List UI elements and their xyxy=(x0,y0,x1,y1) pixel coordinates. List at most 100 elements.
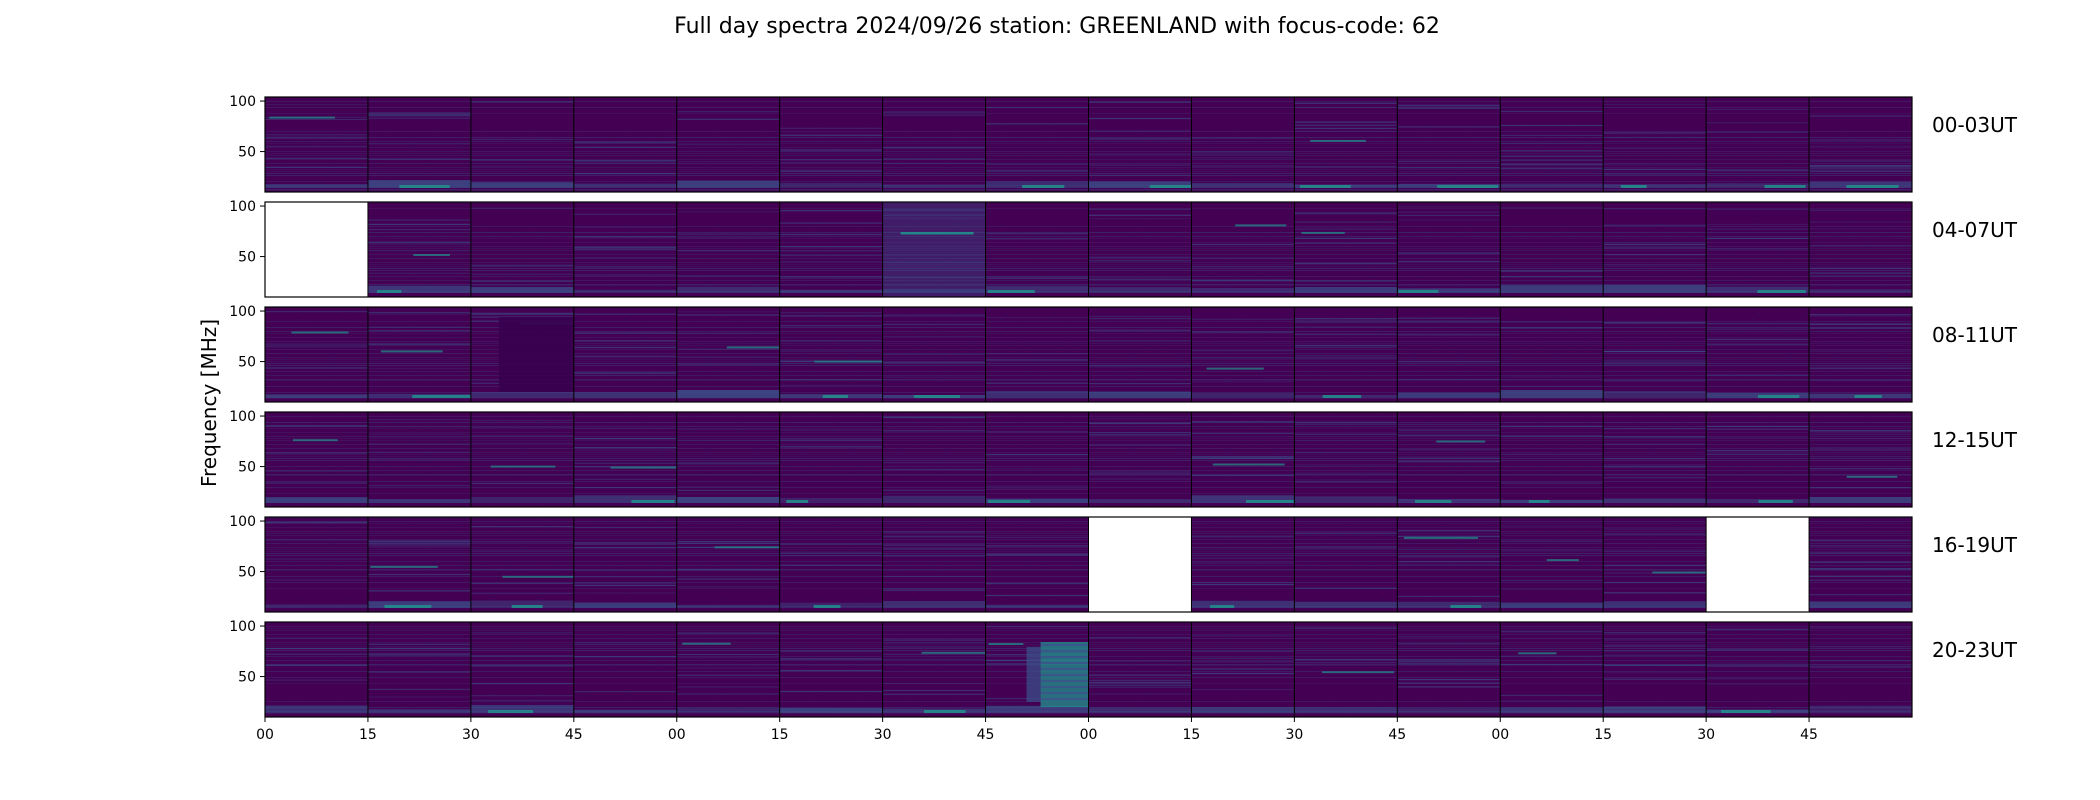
bright-line xyxy=(921,651,987,654)
spectral-line xyxy=(882,682,986,685)
x-tick-label: 30 xyxy=(462,727,480,743)
spectrum-panel xyxy=(1191,202,1295,297)
panel-texture xyxy=(1603,202,1707,297)
spectral-line xyxy=(985,431,1089,433)
spectral-line xyxy=(1500,663,1604,665)
panel-texture xyxy=(1088,202,1192,297)
spectral-line xyxy=(1809,145,1912,147)
spectral-line xyxy=(1603,428,1707,430)
spectral-line xyxy=(367,545,471,547)
spectral-line xyxy=(1397,214,1501,216)
bright-line xyxy=(814,360,888,363)
bright-burst xyxy=(399,185,450,188)
x-tick-label: 45 xyxy=(977,727,995,743)
spectrum-panel xyxy=(1397,97,1501,192)
bright-burst xyxy=(1246,500,1297,503)
low-frequency-band xyxy=(1088,499,1192,503)
panel-texture xyxy=(985,517,1089,612)
spectral-line xyxy=(1294,227,1398,229)
spectral-line xyxy=(779,315,883,317)
spectral-line xyxy=(1500,134,1604,136)
spectral-line xyxy=(573,462,677,464)
spectral-line xyxy=(1397,428,1501,431)
spectral-line xyxy=(1397,679,1501,681)
bright-line xyxy=(714,546,790,549)
spectral-line xyxy=(1603,550,1707,552)
spectral-line xyxy=(1603,247,1707,249)
spectral-line xyxy=(1088,432,1192,434)
spectral-line xyxy=(367,653,471,655)
spectral-line xyxy=(985,233,1089,235)
spectrum-panel xyxy=(1397,307,1501,402)
spectral-line xyxy=(265,311,368,313)
bright-block-stripe xyxy=(1040,680,1089,682)
spectral-line xyxy=(1500,694,1604,696)
low-frequency-band xyxy=(1088,707,1192,713)
panel-texture xyxy=(1809,97,1912,192)
spectrum-panel xyxy=(1809,412,1912,507)
spectral-line xyxy=(1603,173,1707,175)
bright-line xyxy=(682,642,731,645)
low-frequency-band xyxy=(470,497,574,503)
panel-texture xyxy=(1603,622,1707,717)
y-tick-label: 100 xyxy=(229,409,256,425)
spectral-line xyxy=(1500,164,1604,166)
spectral-line xyxy=(1706,453,1810,455)
spectral-line xyxy=(882,462,986,464)
bright-block-edge xyxy=(1026,647,1041,702)
bright-block-stripe xyxy=(1040,668,1089,670)
x-tick-label: 00 xyxy=(1491,727,1509,743)
spectral-line xyxy=(1088,317,1192,320)
spectral-line xyxy=(676,233,780,235)
y-tick-label: 100 xyxy=(229,199,256,215)
spectral-line xyxy=(1088,329,1192,331)
spectral-line xyxy=(1603,592,1707,594)
spectrum-panel xyxy=(676,412,780,507)
bright-line xyxy=(502,575,576,578)
spectral-line xyxy=(470,632,574,634)
spectral-line xyxy=(1397,564,1501,566)
panel-texture xyxy=(1294,622,1398,717)
spectral-line xyxy=(1500,453,1604,455)
spectral-line xyxy=(573,487,677,489)
spectral-line xyxy=(1294,319,1398,321)
spectral-line xyxy=(1397,219,1501,221)
spectrum-panel xyxy=(1809,202,1912,297)
spectral-line xyxy=(1294,124,1398,126)
spectral-line xyxy=(676,667,780,669)
spectral-line xyxy=(1088,681,1192,683)
low-frequency-band xyxy=(573,495,677,503)
spectral-line xyxy=(367,542,471,544)
row-frame xyxy=(264,96,1913,193)
spectral-line xyxy=(367,485,471,487)
spectral-line xyxy=(1088,117,1192,120)
spectrum-panel xyxy=(1191,622,1295,717)
spectral-line xyxy=(573,173,677,175)
spectral-line xyxy=(367,426,471,428)
low-frequency-band xyxy=(1706,392,1810,398)
spectral-line xyxy=(1706,237,1810,239)
spectral-line xyxy=(676,578,780,580)
spectral-line xyxy=(470,442,574,444)
spectral-line xyxy=(573,142,677,144)
row-frame xyxy=(264,411,1913,508)
x-tick-label: 30 xyxy=(874,727,892,743)
spectral-line xyxy=(779,254,883,257)
low-frequency-band xyxy=(1500,183,1604,188)
spectral-line xyxy=(1809,438,1912,440)
spectral-line xyxy=(1191,562,1295,564)
spectral-line xyxy=(470,159,574,161)
spectral-line xyxy=(1088,138,1192,140)
spectral-line xyxy=(1294,423,1398,425)
spectral-line xyxy=(367,671,471,673)
bright-burst xyxy=(913,395,960,398)
spectral-line xyxy=(1809,267,1912,269)
spectral-line xyxy=(779,161,883,164)
spectral-line xyxy=(1500,167,1604,170)
panel-texture xyxy=(1294,412,1398,507)
spectrum-panel xyxy=(573,517,677,612)
spectral-line xyxy=(1397,686,1501,688)
panel-texture xyxy=(1706,622,1810,717)
spectral-line xyxy=(367,643,471,645)
spectrum-panel xyxy=(1706,412,1810,507)
